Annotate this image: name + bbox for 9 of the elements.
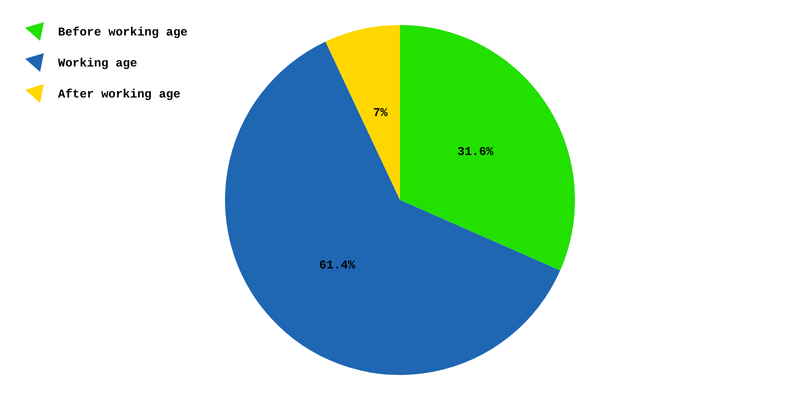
data-label: 31.6%	[457, 144, 494, 159]
data-label: 61.4%	[319, 258, 356, 272]
pie-slice	[225, 42, 560, 375]
pie-slice	[400, 25, 575, 271]
data-label: 7%	[373, 106, 388, 120]
legend-label: After working age	[58, 88, 180, 102]
legend-label: Working age	[58, 56, 138, 70]
pie-slice	[325, 25, 400, 200]
legend-label: Before working age	[58, 26, 188, 40]
